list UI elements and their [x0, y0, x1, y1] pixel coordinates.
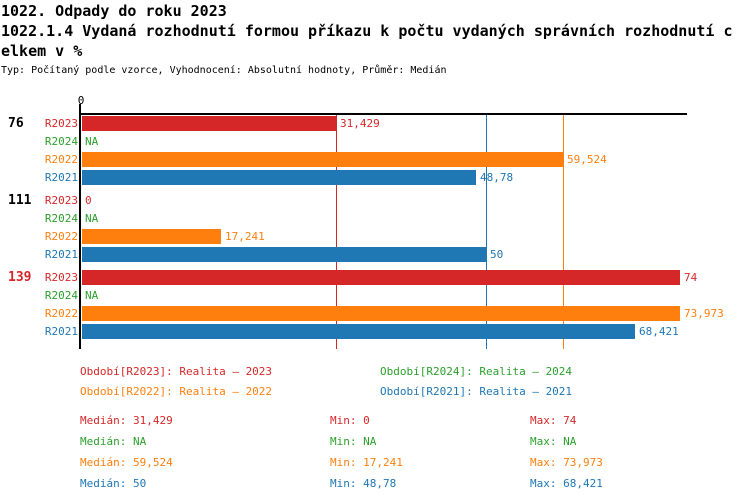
bar-R2022 [82, 229, 221, 244]
stat-median-R2024: Medián: NA [80, 435, 147, 448]
bar-value-label-R2022: 73,973 [684, 307, 724, 320]
legend-item-R2021: Období[R2021]: Realita – 2021 [380, 385, 573, 398]
bar-value-label-R2021: 50 [490, 248, 504, 261]
bar-value-label-R2022: 17,241 [225, 230, 265, 243]
bar-R2021 [82, 324, 635, 339]
report-meta: Typ: Počítaný podle vzorce, Vyhodnocení:… [1, 65, 447, 76]
stat-min-R2024: Min: NA [330, 435, 377, 448]
median-line-R2022 [563, 115, 564, 349]
group-label-111: 111 [8, 193, 32, 208]
bar-value-label-R2024: NA [85, 212, 99, 225]
bar-R2022 [82, 306, 680, 321]
stat-max-R2024: Max: NA [530, 435, 577, 448]
bar-row-label-R2023: R2023 [44, 271, 78, 284]
bar-value-label-R2024: NA [85, 135, 99, 148]
median-line-R2023 [336, 115, 337, 349]
bar-row-label-R2022: R2022 [44, 230, 78, 243]
x-axis-tick-0: 0 [77, 94, 85, 107]
bar-value-label-R2021: 48,78 [480, 171, 514, 184]
report-subtitle-line1: 1022.1.4 Vydaná rozhodnutí formou příkaz… [1, 22, 733, 40]
bar-value-label-R2021: 68,421 [639, 325, 679, 338]
bar-value-label-R2023: 74 [684, 271, 698, 284]
bar-row-label-R2024: R2024 [44, 212, 78, 225]
stat-max-R2022: Max: 73,973 [530, 456, 603, 469]
bar-R2022 [82, 152, 563, 167]
stat-min-R2021: Min: 48,78 [330, 477, 397, 490]
bar-row-label-R2022: R2022 [44, 153, 78, 166]
x-axis-line [79, 113, 687, 115]
bar-row-label-R2023: R2023 [44, 117, 78, 130]
report-title: 1022. Odpady do roku 2023 [1, 2, 227, 20]
stat-median-R2022: Medián: 59,524 [80, 456, 173, 469]
stat-max-R2021: Max: 68,421 [530, 477, 603, 490]
bar-value-label-R2022: 59,524 [567, 153, 607, 166]
stat-median-R2023: Medián: 31,429 [80, 414, 173, 427]
stat-min-R2023: Min: 0 [330, 414, 370, 427]
bar-row-label-R2021: R2021 [44, 171, 78, 184]
legend-item-R2023: Období[R2023]: Realita – 2023 [80, 365, 273, 378]
legend-item-R2024: Období[R2024]: Realita – 2024 [380, 365, 573, 378]
bar-value-label-R2023: 0 [85, 194, 92, 207]
group-label-139: 139 [8, 270, 32, 285]
bar-row-label-R2024: R2024 [44, 135, 78, 148]
bar-row-label-R2023: R2023 [44, 194, 78, 207]
stat-median-R2021: Medián: 50 [80, 477, 147, 490]
stat-max-R2023: Max: 74 [530, 414, 577, 427]
bar-row-label-R2021: R2021 [44, 248, 78, 261]
bar-R2021 [82, 247, 486, 262]
bar-R2021 [82, 170, 476, 185]
group-label-76: 76 [8, 116, 24, 131]
bar-row-label-R2022: R2022 [44, 307, 78, 320]
stat-min-R2022: Min: 17,241 [330, 456, 403, 469]
bar-value-label-R2023: 31,429 [340, 117, 380, 130]
bar-row-label-R2024: R2024 [44, 289, 78, 302]
bar-value-label-R2024: NA [85, 289, 99, 302]
report-subtitle-line2: elkem v % [1, 42, 83, 60]
bar-R2023 [82, 270, 680, 285]
bar-row-label-R2021: R2021 [44, 325, 78, 338]
bar-R2023 [82, 116, 336, 131]
legend-item-R2022: Období[R2022]: Realita – 2022 [80, 385, 273, 398]
y-axis-line [79, 104, 81, 349]
median-line-R2021 [486, 115, 487, 349]
